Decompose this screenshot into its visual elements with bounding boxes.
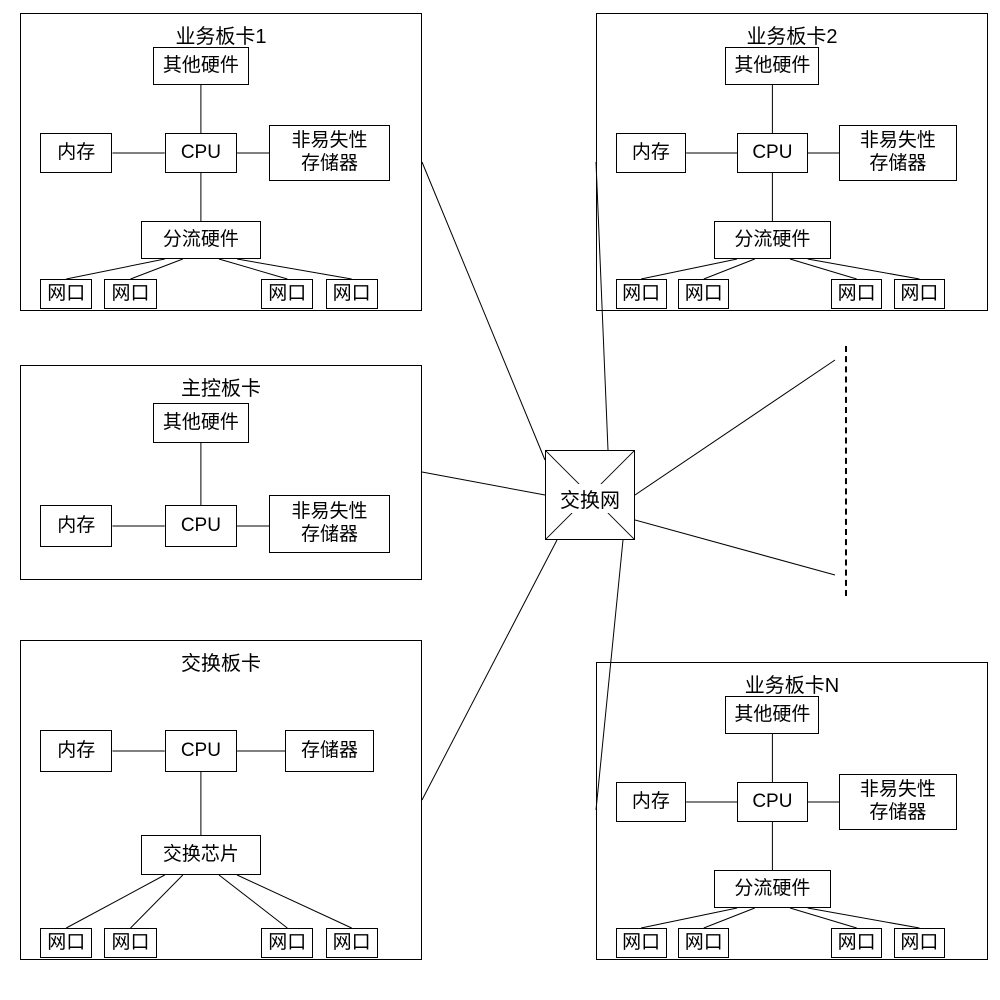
- card-title: 业务板卡N: [597, 669, 987, 698]
- other-hardware-box: 其他硬件: [725, 47, 819, 85]
- port-box: 网口: [40, 928, 92, 958]
- cpu-box: CPU: [165, 133, 237, 173]
- port-box: 网口: [616, 928, 667, 958]
- flow-hardware-box: 分流硬件: [141, 221, 262, 259]
- flow-hardware-box: 分流硬件: [714, 870, 832, 908]
- card-title: 业务板卡1: [21, 20, 421, 49]
- memory-box: 内存: [40, 730, 112, 772]
- other-hardware-box: 其他硬件: [725, 696, 819, 734]
- switch-network-label: 交换网: [546, 484, 634, 513]
- card-xc: 交换板卡: [20, 640, 422, 960]
- memory-box: 内存: [616, 782, 687, 822]
- port-box: 网口: [40, 279, 92, 309]
- switch-chip-box: 交换芯片: [141, 835, 262, 875]
- port-box: 网口: [261, 928, 313, 958]
- storage-box: 存储器: [285, 730, 373, 772]
- port-box: 网口: [326, 928, 378, 958]
- cpu-box: CPU: [737, 782, 808, 822]
- card-title: 交换板卡: [21, 647, 421, 676]
- port-box: 网口: [894, 928, 945, 958]
- nvm-box: 非易失性 存储器: [269, 125, 390, 181]
- memory-box: 内存: [616, 133, 687, 173]
- port-box: 网口: [104, 279, 156, 309]
- port-box: 网口: [678, 279, 729, 309]
- port-box: 网口: [831, 279, 882, 309]
- cpu-box: CPU: [165, 730, 237, 772]
- cpu-box: CPU: [737, 133, 808, 173]
- port-box: 网口: [831, 928, 882, 958]
- memory-box: 内存: [40, 133, 112, 173]
- port-box: 网口: [894, 279, 945, 309]
- nvm-box: 非易失性 存储器: [839, 774, 957, 830]
- port-box: 网口: [326, 279, 378, 309]
- other-hardware-box: 其他硬件: [153, 47, 249, 85]
- flow-hardware-box: 分流硬件: [714, 221, 832, 259]
- port-box: 网口: [261, 279, 313, 309]
- port-box: 网口: [616, 279, 667, 309]
- card-title: 主控板卡: [21, 372, 421, 401]
- port-box: 网口: [104, 928, 156, 958]
- nvm-box: 非易失性 存储器: [269, 495, 390, 553]
- switch-network-node: 交换网: [545, 450, 635, 540]
- nvm-box: 非易失性 存储器: [839, 125, 957, 181]
- ellipsis-indicator: [845, 346, 847, 596]
- memory-box: 内存: [40, 505, 112, 547]
- cpu-box: CPU: [165, 505, 237, 547]
- port-box: 网口: [678, 928, 729, 958]
- card-title: 业务板卡2: [597, 20, 987, 49]
- other-hardware-box: 其他硬件: [153, 403, 249, 443]
